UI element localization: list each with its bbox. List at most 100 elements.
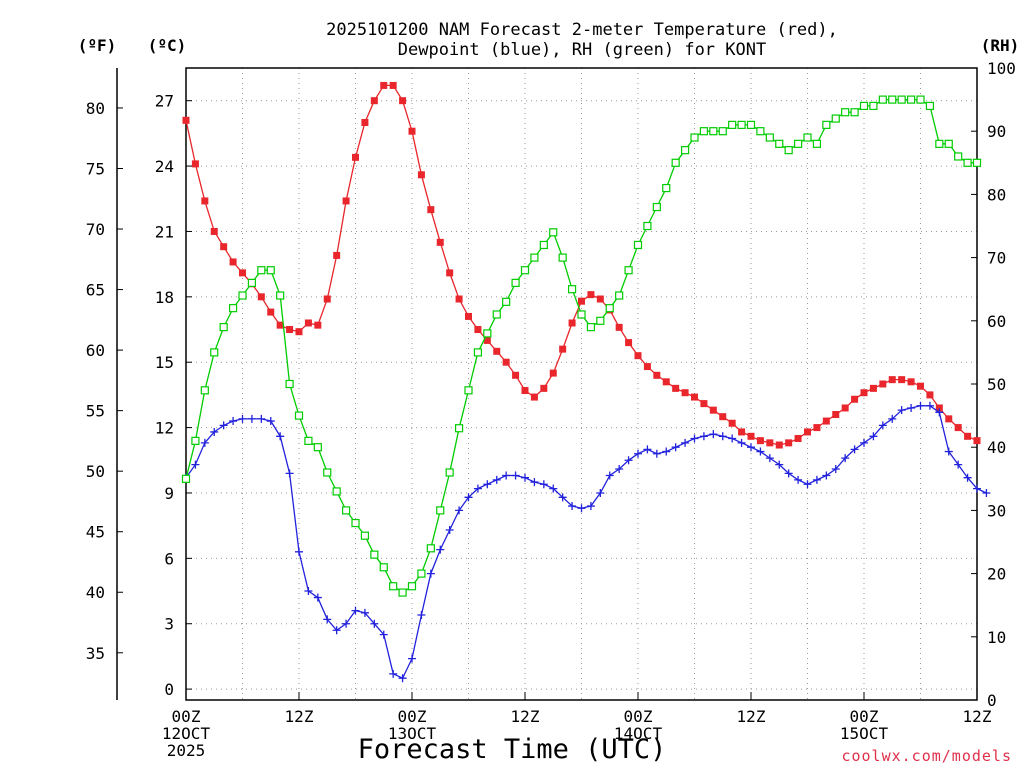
temperature-point	[860, 389, 868, 397]
dewpoint-point	[841, 454, 850, 463]
temperature-point	[540, 384, 548, 392]
dewpoint-point	[323, 615, 332, 624]
temperature-point	[323, 295, 331, 303]
rh-point	[567, 285, 577, 294]
chart-title-line2: Dewpoint (blue), RH (green) for KONT	[398, 40, 766, 60]
dewpoint-point	[558, 493, 567, 502]
temperature-point	[210, 227, 218, 235]
dewpoint-point	[728, 434, 737, 443]
dewpoint-point	[907, 403, 916, 412]
rh-tick-label: 90	[987, 122, 1006, 141]
temperature-point	[493, 347, 501, 355]
rh-tick-label: 10	[987, 628, 1006, 647]
fahrenheit-tick-label: 75	[86, 159, 105, 178]
dewpoint-point	[973, 484, 981, 493]
fahrenheit-tick-label: 35	[86, 644, 105, 663]
dewpoint-point	[370, 619, 379, 628]
dewpoint-point	[596, 488, 605, 497]
dewpoint-point	[219, 421, 228, 430]
rh-point	[407, 582, 417, 591]
rh-point	[737, 120, 746, 129]
dewpoint-point	[794, 475, 803, 484]
temperature-point	[191, 160, 199, 168]
rh-point	[784, 146, 793, 155]
tick-labels: 35 40 45 50 55 60 65 70 75 80 0 3 6 9 12 15 18 21 24 27 0 10 2…	[86, 59, 1016, 760]
dewpoint-point	[765, 454, 774, 463]
dewpoint-point	[822, 471, 831, 480]
rh-tick-label: 100	[987, 59, 1016, 78]
dewpoint-point	[483, 480, 492, 489]
dewpoint-point	[417, 611, 426, 620]
rh-point	[888, 95, 897, 104]
rh-point	[341, 506, 351, 515]
dewpoint-point	[408, 654, 416, 663]
rh-point	[822, 120, 831, 129]
axes	[116, 67, 978, 701]
temperature-point	[738, 428, 746, 436]
rh-point	[577, 310, 586, 319]
dewpoint-point	[963, 473, 972, 482]
dewpoint-point	[831, 464, 840, 473]
fahrenheit-tick-label: 55	[86, 402, 105, 421]
fahrenheit-unit-label: (ºF)	[78, 36, 117, 55]
dewpoint-point	[351, 606, 360, 615]
dewpoint-point	[200, 438, 209, 447]
rh-point	[492, 310, 501, 319]
temperature-point	[681, 389, 689, 397]
rh-point	[662, 183, 671, 193]
temperature-point	[239, 269, 246, 277]
fahrenheit-tick-label: 65	[86, 281, 105, 300]
fahrenheit-tick-label: 50	[86, 462, 105, 481]
temperature-point	[229, 258, 237, 266]
rh-point	[699, 127, 709, 136]
rh-point	[398, 588, 407, 597]
celsius-tick-label: 6	[164, 549, 174, 568]
celsius-tick-label: 18	[155, 288, 174, 307]
temperature-point	[822, 417, 830, 425]
rh-point	[323, 468, 332, 477]
dewpoint-point	[257, 414, 266, 423]
temperature-point	[257, 293, 265, 301]
celsius-tick-label: 27	[155, 92, 174, 111]
rh-point	[417, 569, 426, 578]
data-series	[181, 81, 991, 683]
rh-point	[963, 158, 972, 167]
dewpoint-point	[530, 478, 539, 487]
temperature-point	[804, 428, 811, 436]
dewpoint-point	[426, 569, 435, 578]
dewpoint-point	[954, 460, 963, 469]
rh-point	[276, 291, 285, 300]
rh-point	[530, 253, 539, 262]
x-axis-label: Forecast Time (UTC)	[358, 734, 667, 765]
rh-point	[210, 348, 219, 357]
dewpoint-point	[803, 480, 812, 489]
temperature-point	[304, 319, 312, 327]
rh-point	[379, 563, 388, 572]
x-tick-label: 14OCT	[614, 724, 663, 743]
fahrenheit-tick-label: 40	[86, 583, 105, 602]
rh-point	[586, 323, 596, 332]
dewpoint-point	[634, 449, 642, 458]
temperature-point	[380, 81, 388, 89]
temperature-point	[483, 336, 491, 344]
rh-point	[935, 139, 944, 148]
dewpoint-point	[925, 401, 934, 410]
rh-point	[756, 127, 765, 136]
temperature-point	[691, 393, 698, 401]
dewpoint-point	[398, 674, 407, 683]
dewpoint-point	[888, 414, 897, 423]
rh-point	[765, 133, 774, 142]
rh-point	[332, 487, 341, 496]
rh-tick-label: 70	[987, 249, 1006, 268]
dewpoint-point	[285, 469, 294, 478]
rh-point	[473, 348, 483, 357]
temperature-point	[276, 321, 284, 329]
temperature-point	[352, 153, 359, 161]
temperature-point	[879, 380, 887, 388]
dewpoint-point	[549, 484, 558, 493]
dewpoint-point	[521, 473, 529, 482]
rh-point	[464, 386, 473, 395]
rh-point	[228, 304, 238, 313]
celsius-unit-label: (ºC)	[148, 36, 187, 55]
x-tick-label: 12Z	[737, 707, 766, 726]
